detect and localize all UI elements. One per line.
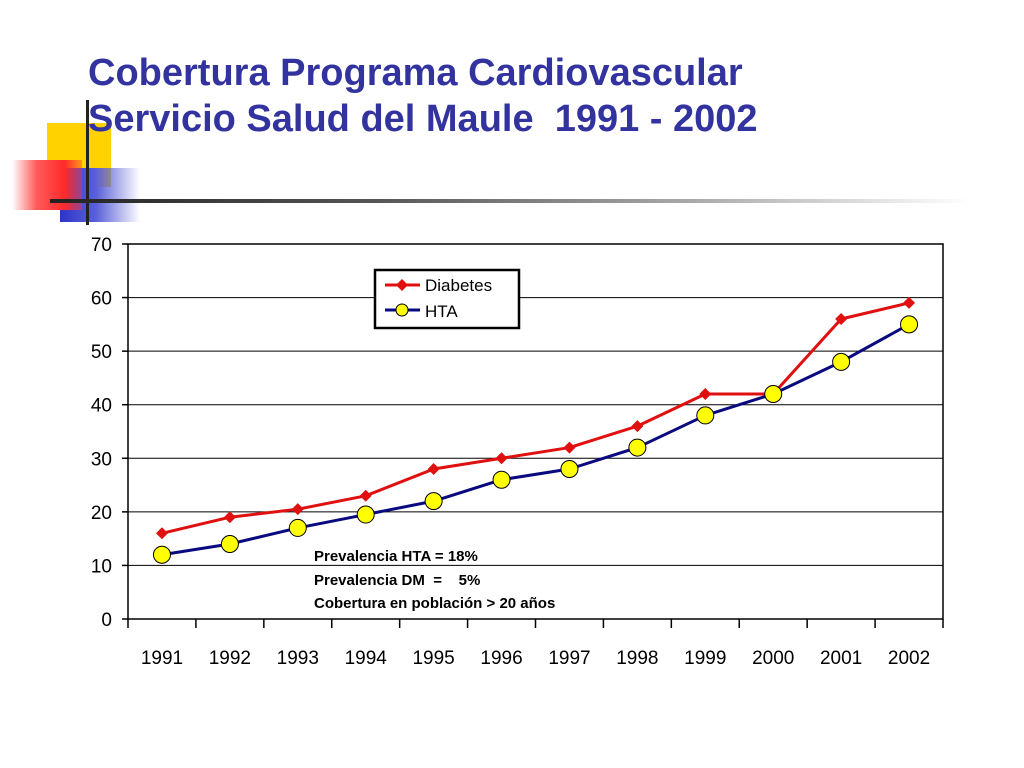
x-tick-label: 1998 <box>616 648 658 669</box>
annotation-prevalencia-hta: Prevalencia HTA = 18% <box>314 548 478 565</box>
y-tick-label: 40 <box>91 396 112 417</box>
data-point-hta <box>288 518 307 537</box>
data-point-diabetes <box>835 313 848 325</box>
legend: Diabetes HTA <box>373 268 521 330</box>
x-tick-label: 1992 <box>209 648 251 669</box>
data-point-hta <box>832 352 851 371</box>
x-tick-label: 1994 <box>345 648 388 669</box>
legend-box <box>373 268 521 330</box>
data-point-diabetes <box>699 388 712 400</box>
x-tick-label: 2002 <box>888 648 930 669</box>
data-point-hta <box>424 492 443 511</box>
annotation-cobertura: Cobertura en población > 20 años <box>314 595 555 612</box>
x-tick-label: 1997 <box>548 648 590 669</box>
series-line-diabetes <box>161 301 910 535</box>
annotation-block: Prevalencia HTA = 18% Prevalencia DM = 5… <box>314 548 555 612</box>
data-point-hta <box>152 545 171 564</box>
grid <box>128 297 943 566</box>
x-tick-label: 2000 <box>752 648 794 669</box>
y-tick-label: 60 <box>91 289 112 310</box>
legend-diabetes-marker <box>396 279 408 291</box>
decor-horizontal-rule <box>50 199 970 203</box>
y-axis: 0 10 20 30 40 50 60 70 <box>91 235 128 631</box>
data-point-diabetes <box>631 420 644 433</box>
y-tick-label: 70 <box>91 235 112 256</box>
data-point-diabetes <box>155 527 168 540</box>
y-tick-label: 20 <box>91 503 112 524</box>
data-point-hta <box>220 535 239 553</box>
x-tick-label: 1996 <box>480 648 522 669</box>
data-point-hta <box>356 505 375 524</box>
x-tick-label: 1995 <box>412 648 454 669</box>
data-point-diabetes <box>291 503 304 516</box>
x-tick-label: 1999 <box>684 648 726 669</box>
legend-hta-marker <box>395 303 409 317</box>
title-line-1: Cobertura Programa Cardiovascular <box>88 52 743 94</box>
legend-hta-label: HTA <box>425 302 458 321</box>
slide-title: Cobertura Programa Cardiovascular Servic… <box>88 50 758 142</box>
data-point-diabetes <box>903 296 916 309</box>
x-tick-label: 1991 <box>141 648 183 669</box>
series-line-hta <box>161 323 910 557</box>
y-tick-label: 10 <box>91 556 112 577</box>
data-point-hta <box>492 470 511 489</box>
x-tick-label: 2001 <box>820 648 862 669</box>
y-tick-label: 30 <box>91 449 112 470</box>
data-point-diabetes <box>359 489 372 502</box>
title-line-2: Servicio Salud del Maule 1991 - 2002 <box>88 98 758 140</box>
data-point-hta <box>560 460 579 478</box>
data-point-diabetes <box>495 452 508 465</box>
y-tick-label: 50 <box>91 342 112 363</box>
data-point-hta <box>900 315 919 334</box>
series <box>152 296 919 564</box>
data-point-hta <box>628 438 647 457</box>
data-point-diabetes <box>223 511 236 524</box>
data-point-hta <box>764 385 783 403</box>
annotation-prevalencia-dm: Prevalencia DM = 5% <box>314 572 480 589</box>
x-axis: 1991 1992 1993 1994 1995 1996 1997 1998 1999 2000… <box>127 619 944 669</box>
decor-vertical-line <box>86 100 89 225</box>
y-tick-label: 0 <box>101 610 112 631</box>
legend-diabetes-label: Diabetes <box>425 276 492 295</box>
data-point-diabetes <box>563 441 576 454</box>
data-point-diabetes <box>427 463 440 475</box>
data-point-hta <box>696 406 715 425</box>
x-tick-label: 1993 <box>277 648 319 669</box>
plot-area <box>127 243 944 620</box>
